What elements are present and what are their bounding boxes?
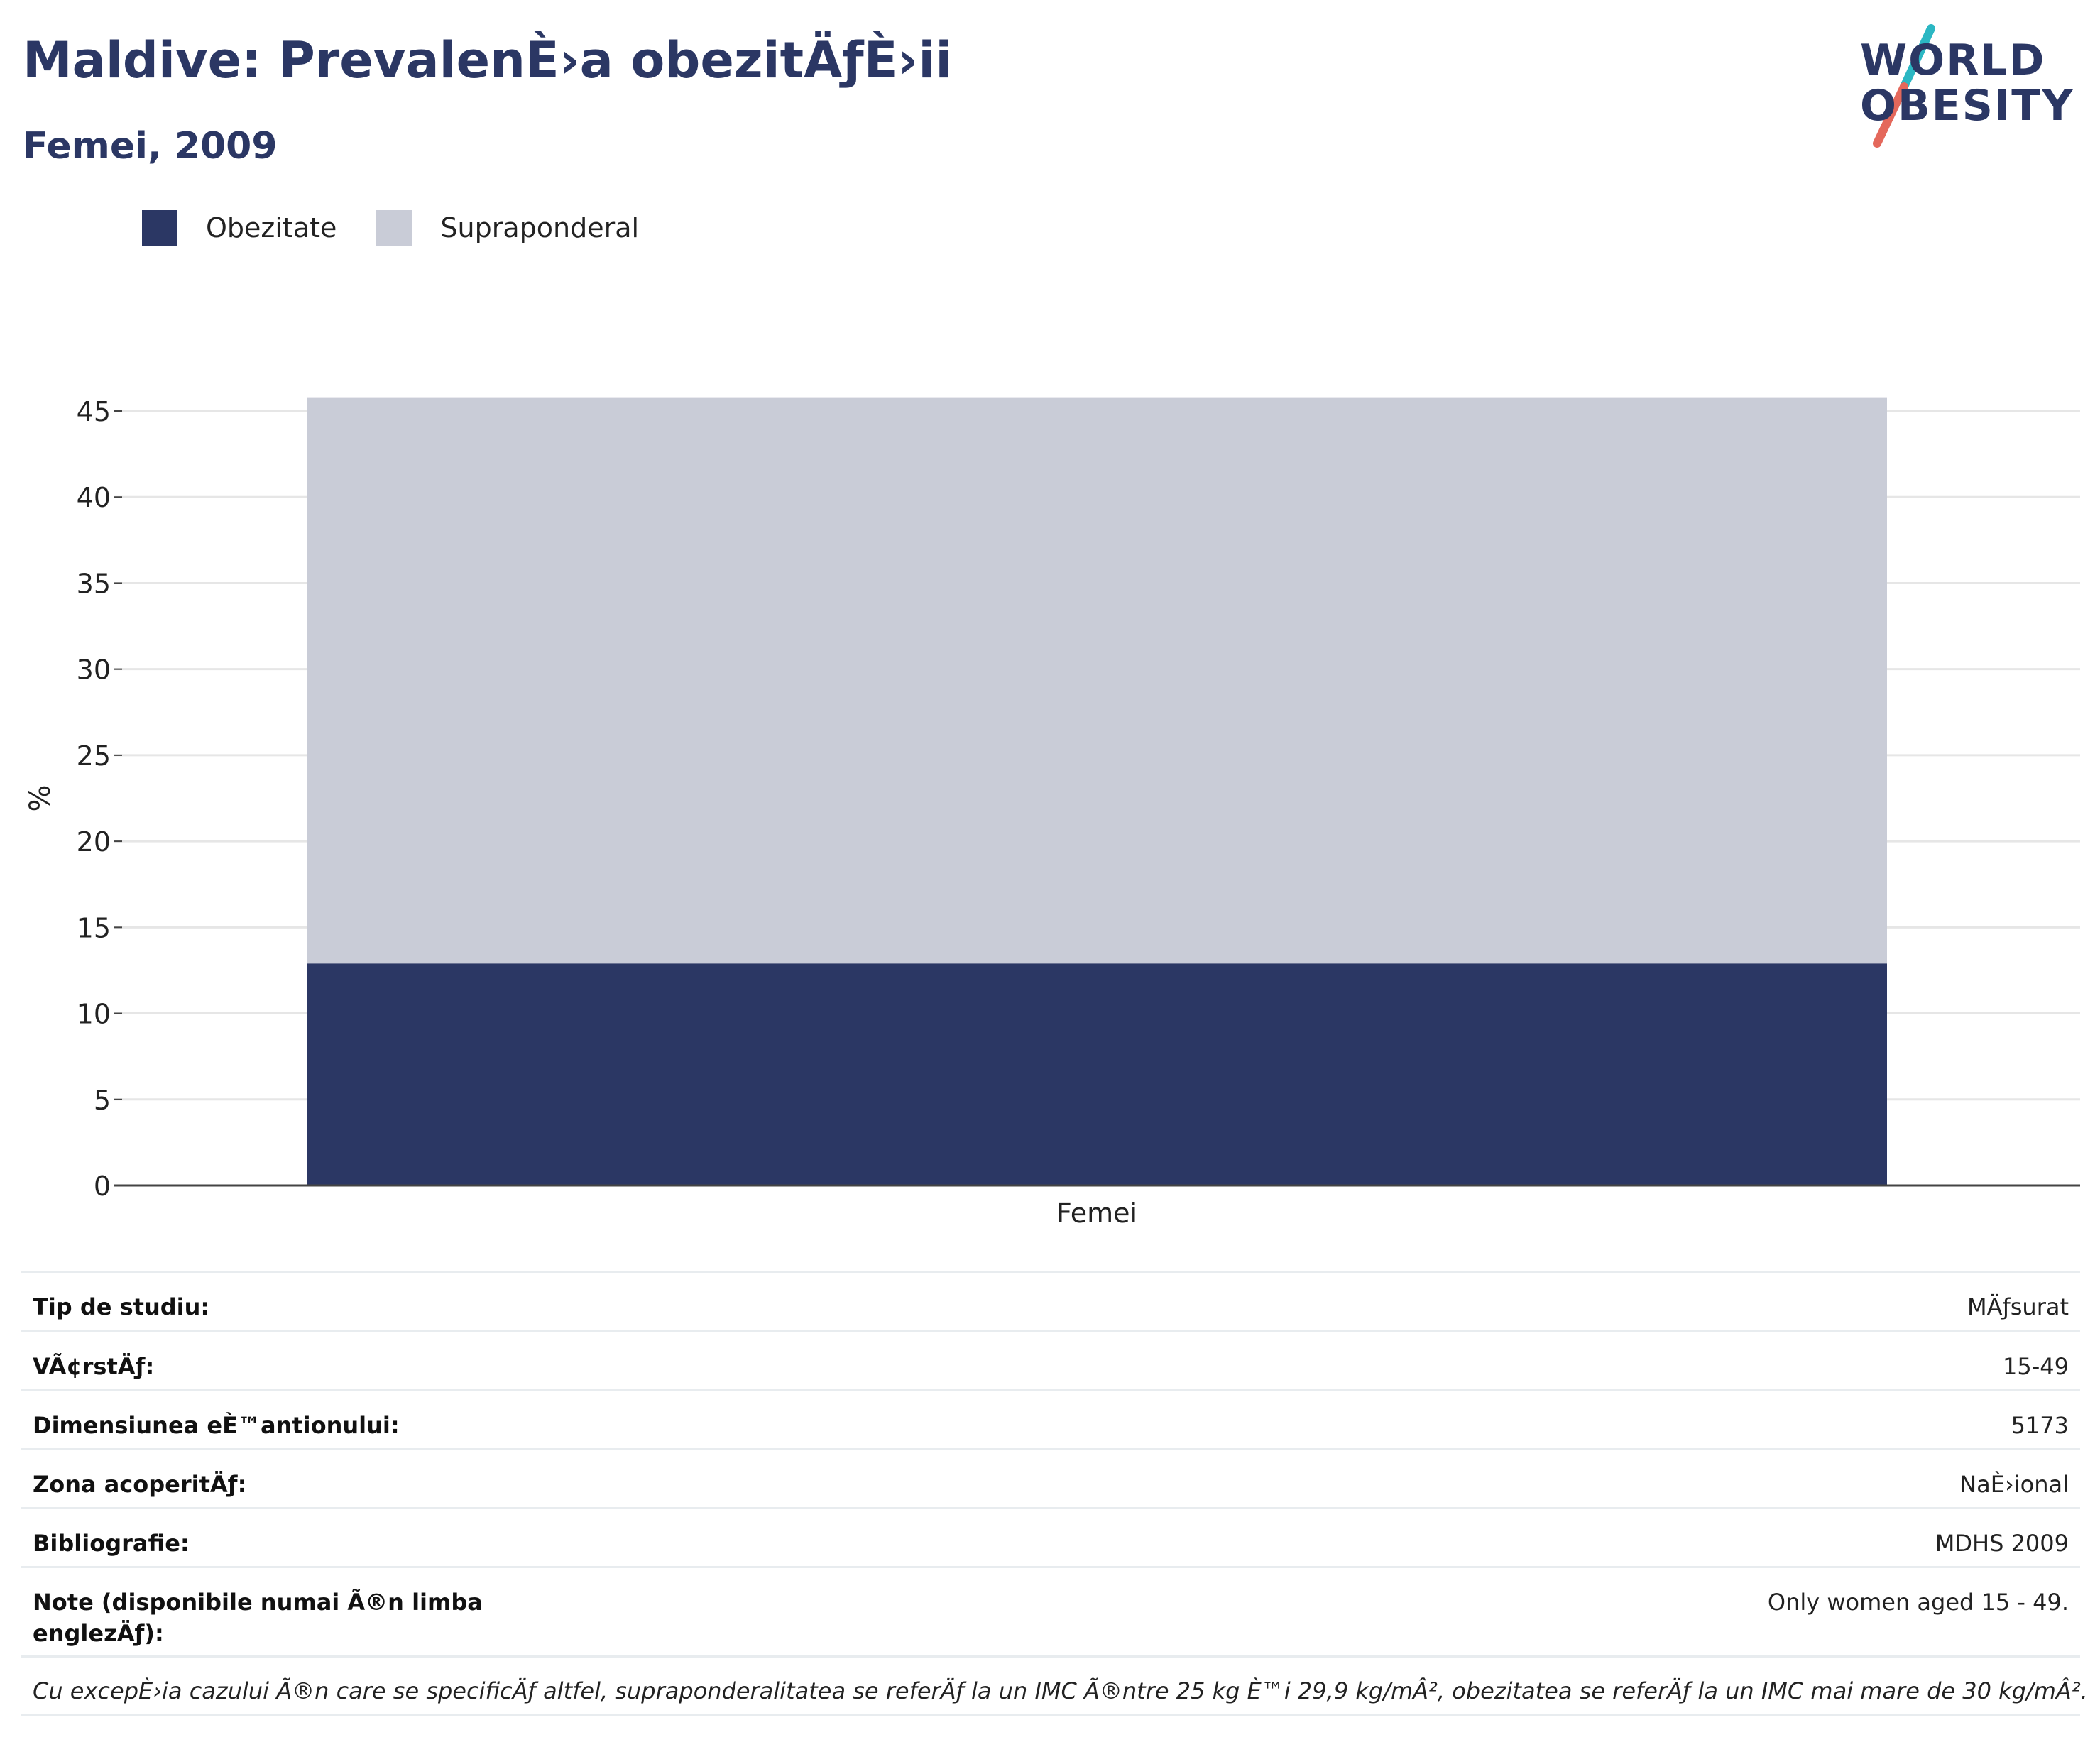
- y-axis-label: %: [24, 784, 57, 811]
- info-row-area: Zona acoperitÄƒ: NaÈ›ional: [21, 1450, 2080, 1509]
- info-key: Note (disponibile numai Ã®n limba englez…: [33, 1589, 483, 1647]
- y-tick-label: 0: [94, 1171, 111, 1202]
- chart-legend: Obezitate Supraponderal: [142, 210, 679, 246]
- y-tick-label: 25: [77, 740, 111, 772]
- info-value: MÄƒsurat: [1967, 1293, 2069, 1320]
- bar-supraponderal: [307, 397, 1887, 964]
- info-row-bibliography: Bibliografie: MDHS 2009: [21, 1509, 2080, 1568]
- legend-item-obezitate[interactable]: Obezitate: [142, 210, 337, 246]
- stacked-bar-chart: 0 5 10 15 20 25 30 35 40 45 Femei%: [24, 396, 2080, 1229]
- info-value: 15-49: [2003, 1353, 2069, 1380]
- info-key: Tip de studiu:: [33, 1293, 210, 1320]
- info-row-sample-size: Dimensiunea eÈ™antionului: 5173: [21, 1391, 2080, 1450]
- logo-slash-icon: [1873, 24, 1935, 148]
- info-value: Only women aged 15 - 49.: [1767, 1589, 2069, 1616]
- info-key: Dimensiunea eÈ™antionului:: [33, 1412, 400, 1439]
- y-tick-label: 40: [77, 482, 111, 513]
- info-row-study-type: Tip de studiu: MÄƒsurat: [21, 1273, 2080, 1332]
- page-title: Maldive: PrevalenÈ›a obezitÄƒÈ›ii: [23, 31, 953, 89]
- info-value: NaÈ›ional: [1959, 1471, 2069, 1498]
- page-subtitle: Femei, 2009: [23, 125, 278, 168]
- legend-label-obezitate: Obezitate: [206, 212, 337, 243]
- footnote: Cu excepÈ›ia cazului Ã®n care se specifi…: [21, 1658, 2088, 1716]
- y-tick-label: 45: [77, 396, 111, 427]
- y-tick-label: 5: [94, 1085, 111, 1116]
- y-tick-label: 30: [77, 655, 111, 686]
- info-value: 5173: [2011, 1412, 2069, 1439]
- info-table: Tip de studiu: MÄƒsurat VÃ¢rstÄƒ: 15-49 …: [21, 1271, 2088, 1716]
- info-row-notes: Note (disponibile numai Ã®n limba englez…: [21, 1568, 2080, 1658]
- world-obesity-logo: WORLD OBESITY: [1846, 21, 2087, 149]
- legend-item-supraponderal[interactable]: Supraponderal: [376, 210, 639, 246]
- legend-swatch-supraponderal: [376, 210, 412, 246]
- y-tick-label: 15: [77, 912, 111, 943]
- info-key: Zona acoperitÄƒ:: [33, 1471, 247, 1498]
- info-key: VÃ¢rstÄƒ:: [33, 1353, 155, 1380]
- info-row-age: VÃ¢rstÄƒ: 15-49: [21, 1332, 2080, 1391]
- bar-obezitate: [307, 963, 1887, 1185]
- y-tick-label: 35: [77, 568, 111, 599]
- logo-word-world: WORLD: [1860, 35, 2046, 85]
- info-value: MDHS 2009: [1935, 1530, 2069, 1557]
- y-tick-label: 10: [77, 999, 111, 1030]
- y-tick-label: 20: [77, 826, 111, 858]
- legend-label-supraponderal: Supraponderal: [440, 212, 640, 243]
- logo-word-obesity: OBESITY: [1860, 81, 2074, 131]
- info-key: Bibliografie:: [33, 1530, 190, 1557]
- legend-swatch-obezitate: [142, 210, 177, 246]
- x-tick-label: Femei: [1056, 1198, 1137, 1229]
